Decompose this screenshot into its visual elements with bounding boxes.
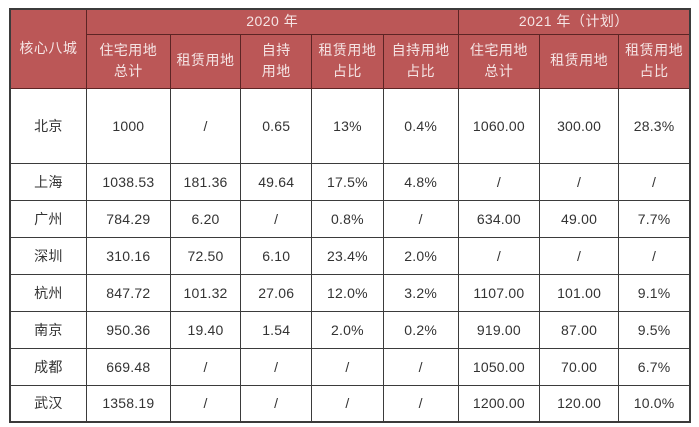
- city-cell: 杭州: [9, 273, 87, 312]
- data-cell: 1107.00: [457, 273, 540, 312]
- data-cell: 310.16: [85, 236, 171, 275]
- data-cell: /: [311, 347, 384, 386]
- data-cell: 28.3%: [618, 87, 691, 164]
- year-group-row: 核心八城 2020 年 2021 年（计划）: [9, 8, 691, 89]
- data-cell: 6.20: [169, 199, 242, 238]
- data-cell: 17.5%: [311, 162, 384, 201]
- data-cell: 847.72: [85, 273, 171, 312]
- city-cell: 北京: [9, 87, 87, 164]
- column-header-2021-rental-share: 租赁用地 占比: [618, 33, 691, 89]
- city-cell: 武汉: [9, 384, 87, 423]
- data-cell: 634.00: [457, 199, 540, 238]
- data-cell: 1.54: [240, 310, 313, 349]
- data-cell: 2.0%: [382, 236, 459, 275]
- city-cell: 深圳: [9, 236, 87, 275]
- data-cell: 1050.00: [457, 347, 540, 386]
- data-cell: /: [538, 236, 620, 275]
- data-cell: 919.00: [457, 310, 540, 349]
- data-cell: 10.0%: [618, 384, 691, 423]
- data-cell: /: [382, 199, 459, 238]
- data-cell: 1200.00: [457, 384, 540, 423]
- data-cell: 6.7%: [618, 347, 691, 386]
- data-cell: /: [457, 162, 540, 201]
- data-cell: /: [169, 87, 242, 164]
- data-cell: 70.00: [538, 347, 620, 386]
- data-cell: /: [382, 384, 459, 423]
- data-cell: 49.64: [240, 162, 313, 201]
- data-cell: 6.10: [240, 236, 313, 275]
- data-cell: 0.2%: [382, 310, 459, 349]
- data-cell: /: [618, 162, 691, 201]
- table-row-nanjing: 南京 950.36 19.40 1.54 2.0% 0.2% 919.00 87…: [9, 310, 691, 349]
- data-cell: 950.36: [85, 310, 171, 349]
- data-cell: /: [311, 384, 384, 423]
- data-cell: /: [618, 236, 691, 275]
- table-row-shenzhen: 深圳 310.16 72.50 6.10 23.4% 2.0% / / /: [9, 236, 691, 275]
- column-header-2020-self-held-land: 自持 用地: [240, 33, 313, 89]
- data-cell: 13%: [311, 87, 384, 164]
- year-2020-header: 2020 年: [85, 8, 459, 35]
- data-cell: 300.00: [538, 87, 620, 164]
- data-cell: /: [169, 347, 242, 386]
- table-row-chengdu: 成都 669.48 / / / / 1050.00 70.00 6.7%: [9, 347, 691, 386]
- data-cell: 181.36: [169, 162, 242, 201]
- data-cell: 2.0%: [311, 310, 384, 349]
- data-cell: 0.65: [240, 87, 313, 164]
- data-cell: /: [382, 347, 459, 386]
- data-cell: 1358.19: [85, 384, 171, 423]
- data-cell: /: [240, 199, 313, 238]
- table-header: 核心八城 2020 年 2021 年（计划） 住宅用地 总计 租赁用地 自持 用…: [9, 8, 691, 89]
- city-cell: 广州: [9, 199, 87, 238]
- data-cell: 0.8%: [311, 199, 384, 238]
- data-cell: 120.00: [538, 384, 620, 423]
- city-cell: 南京: [9, 310, 87, 349]
- data-cell: /: [240, 384, 313, 423]
- data-cell: 101.32: [169, 273, 242, 312]
- column-header-2021-residential-total: 住宅用地 总计: [457, 33, 540, 89]
- data-cell: 49.00: [538, 199, 620, 238]
- data-cell: /: [538, 162, 620, 201]
- column-header-2020-self-held-share: 自持用地 占比: [382, 33, 459, 89]
- table-row-guangzhou: 广州 784.29 6.20 / 0.8% / 634.00 49.00 7.7…: [9, 199, 691, 238]
- data-cell: 23.4%: [311, 236, 384, 275]
- table-row-shanghai: 上海 1038.53 181.36 49.64 17.5% 4.8% / / /: [9, 162, 691, 201]
- data-cell: 19.40: [169, 310, 242, 349]
- data-cell: 27.06: [240, 273, 313, 312]
- table-row-beijing: 北京 1000 / 0.65 13% 0.4% 1060.00 300.00 2…: [9, 87, 691, 164]
- data-cell: /: [457, 236, 540, 275]
- data-cell: 9.5%: [618, 310, 691, 349]
- data-cell: 7.7%: [618, 199, 691, 238]
- data-cell: 87.00: [538, 310, 620, 349]
- data-cell: 669.48: [85, 347, 171, 386]
- corner-header-cell: 核心八城: [9, 8, 87, 89]
- data-cell: /: [169, 384, 242, 423]
- data-cell: 101.00: [538, 273, 620, 312]
- data-cell: 1060.00: [457, 87, 540, 164]
- table-row-wuhan: 武汉 1358.19 / / / / 1200.00 120.00 10.0%: [9, 384, 691, 423]
- data-cell: 0.4%: [382, 87, 459, 164]
- data-cell: 9.1%: [618, 273, 691, 312]
- column-header-2021-rental-land: 租赁用地: [538, 33, 620, 89]
- data-cell: 72.50: [169, 236, 242, 275]
- data-cell: 784.29: [85, 199, 171, 238]
- data-cell: 1000: [85, 87, 171, 164]
- year-2021-header: 2021 年（计划）: [457, 8, 691, 35]
- table-row-hangzhou: 杭州 847.72 101.32 27.06 12.0% 3.2% 1107.0…: [9, 273, 691, 312]
- data-cell: 1038.53: [85, 162, 171, 201]
- data-cell: 4.8%: [382, 162, 459, 201]
- column-header-row: 住宅用地 总计 租赁用地 自持 用地 租赁用地 占比 自持用地 占比 住宅用地 …: [10, 33, 691, 89]
- column-header-2020-residential-total: 住宅用地 总计: [85, 33, 171, 89]
- data-cell: 12.0%: [311, 273, 384, 312]
- city-cell: 成都: [9, 347, 87, 386]
- data-cell: /: [240, 347, 313, 386]
- land-supply-table: 核心八城 2020 年 2021 年（计划） 住宅用地 总计 租赁用地 自持 用…: [9, 8, 691, 424]
- city-cell: 上海: [9, 162, 87, 201]
- data-cell: 3.2%: [382, 273, 459, 312]
- table-body: 北京 1000 / 0.65 13% 0.4% 1060.00 300.00 2…: [9, 87, 691, 423]
- column-header-2020-rental-share: 租赁用地 占比: [311, 33, 384, 89]
- column-header-2020-rental-land: 租赁用地: [169, 33, 242, 89]
